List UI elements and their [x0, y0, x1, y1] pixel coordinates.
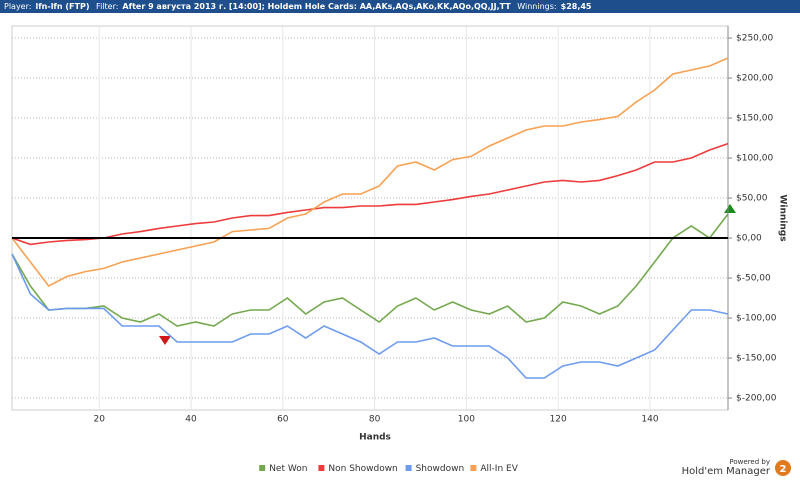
y-tick-label: $250,00 [736, 34, 773, 44]
y-axis-title: Winnings [778, 194, 788, 241]
legend-label: All-In EV [480, 464, 518, 474]
x-tick-label: 20 [93, 415, 105, 425]
y-tick-label: $200,00 [736, 74, 773, 84]
y-tick-label: $150,00 [736, 114, 773, 124]
series-line [11, 142, 729, 246]
legend-label: Non Showdown [328, 464, 397, 474]
footer-text: Powered by [729, 458, 770, 466]
y-tick-label: $-50,00 [736, 274, 771, 284]
plot-area [11, 25, 729, 411]
legend-label: Net Won [269, 464, 307, 474]
low-marker [159, 336, 171, 345]
x-tick-label: 100 [458, 415, 475, 425]
header-text: Filter: [96, 2, 119, 11]
y-tick-label: $100,00 [736, 154, 773, 164]
x-tick-label: 80 [369, 415, 381, 425]
x-tick-label: 120 [550, 415, 567, 425]
header-text: lfn-lfn (FTP) [35, 2, 90, 11]
logo-text: 2 [780, 464, 787, 475]
x-tick-label: 60 [277, 415, 289, 425]
end-marker [724, 204, 736, 213]
series-line [11, 57, 729, 288]
legend-swatch [405, 465, 412, 471]
x-tick-label: 140 [641, 415, 658, 425]
legend-swatch [318, 465, 325, 471]
logo-badge [775, 460, 791, 476]
header-text: Player: [4, 2, 32, 11]
legend-swatch [470, 465, 477, 471]
y-tick-label: $50,00 [736, 194, 768, 204]
series-line [11, 213, 729, 327]
footer-text: Hold'em Manager [682, 466, 771, 477]
header-text: $28,45 [560, 2, 592, 11]
y-tick-label: $-200,00 [736, 394, 777, 404]
legend-swatch [259, 465, 266, 471]
header-text: Winnings: [517, 2, 557, 11]
x-tick-label: 40 [185, 415, 197, 425]
x-axis-title: Hands [359, 433, 391, 443]
series-line [11, 253, 729, 379]
header-text: After 9 августа 2013 г. [14:00]; Holdem … [122, 2, 511, 11]
legend-label: Showdown [416, 464, 465, 474]
y-tick-label: $0,00 [736, 234, 762, 244]
header-bar: Player: lfn-lfn (FTP) Filter: After 9 авгу… [0, 0, 800, 13]
y-tick-label: $-150,00 [736, 354, 777, 364]
y-tick-label: $-100,00 [736, 314, 777, 324]
